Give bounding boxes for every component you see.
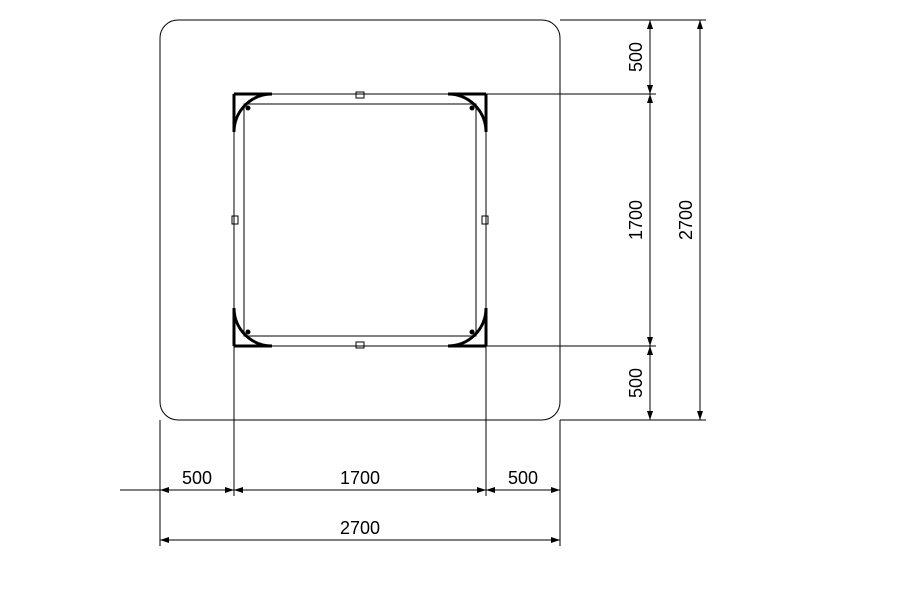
clip-top — [356, 92, 364, 98]
corner-bracket-bl-dot — [246, 330, 251, 335]
corner-bracket-br — [448, 308, 486, 346]
outer-boundary — [160, 20, 560, 420]
dim-v1-label-1: 1700 — [626, 200, 646, 240]
technical-drawing: 500 1700 500 2700 500 1700 500 2700 — [0, 0, 900, 600]
corner-bracket-tr-dot — [470, 106, 475, 111]
clip-left — [232, 216, 238, 224]
dim-h1-label-1: 1700 — [340, 468, 380, 488]
clip-bottom — [356, 342, 364, 348]
dim-v1-label-2: 500 — [626, 368, 646, 398]
corner-bracket-tr — [448, 94, 486, 132]
dim-v1-label-0: 500 — [626, 42, 646, 72]
corner-bracket-br-dot — [470, 330, 475, 335]
dim-h1-label-0: 500 — [182, 468, 212, 488]
clip-right — [482, 216, 488, 224]
corner-bracket-tl-dot — [246, 106, 251, 111]
dim-h2-label-0: 2700 — [340, 518, 380, 538]
dim-h1-label-2: 500 — [508, 468, 538, 488]
dim-v2-label-0: 2700 — [676, 200, 696, 240]
inner-frame-inner — [244, 104, 476, 336]
inner-frame-outer — [234, 94, 486, 346]
corner-bracket-tl — [234, 94, 272, 132]
corner-bracket-bl — [234, 308, 272, 346]
